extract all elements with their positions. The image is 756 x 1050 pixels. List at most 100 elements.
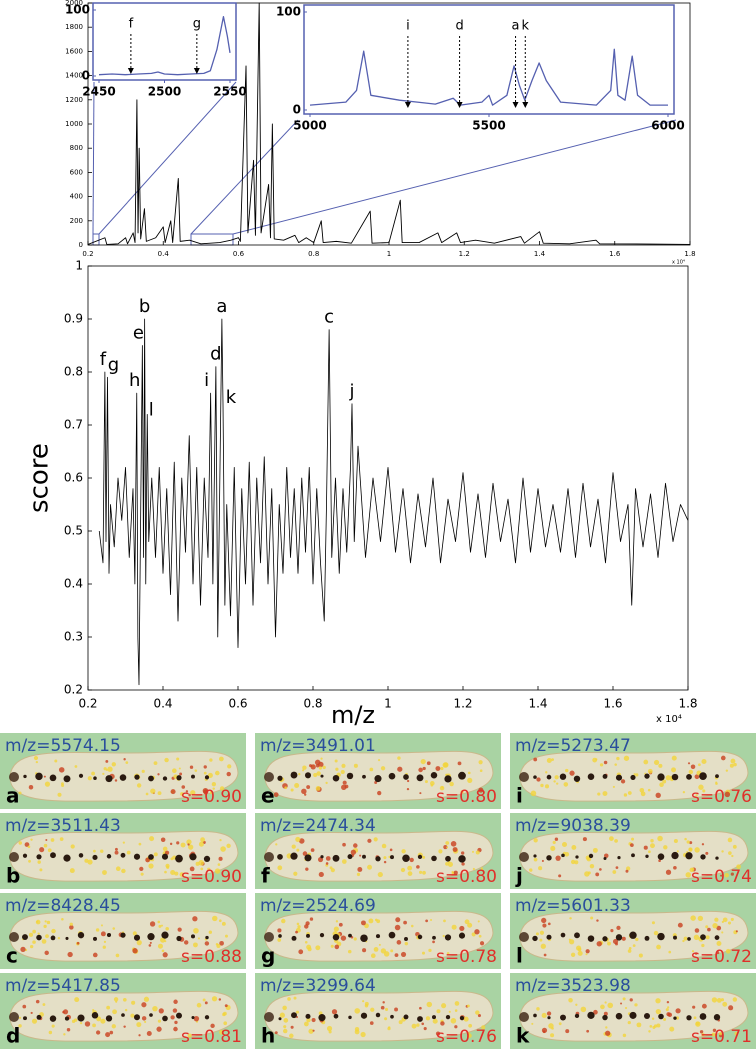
- speckle: [612, 785, 615, 788]
- speckle: [454, 1025, 458, 1029]
- x-scale-label: x 10⁴: [672, 260, 685, 266]
- speckle: [35, 760, 39, 764]
- speckle: [460, 851, 465, 855]
- speckle: [461, 862, 465, 866]
- speckle: [380, 766, 386, 771]
- dark-spot: [264, 1012, 274, 1022]
- image-tile: m/z=5417.85 d s=0.81: [0, 973, 246, 1049]
- dark-spot: [333, 1013, 339, 1019]
- dark-spot: [404, 936, 408, 941]
- speckle: [446, 952, 450, 955]
- speckle: [138, 1034, 141, 1037]
- image-letter: c: [6, 944, 18, 968]
- speckle: [342, 842, 346, 847]
- speckle: [383, 856, 387, 860]
- speckle: [296, 848, 300, 852]
- speckle: [209, 758, 213, 762]
- speckle: [400, 867, 406, 873]
- dark-spot: [49, 1015, 57, 1022]
- speckle: [725, 769, 729, 772]
- dark-spot: [560, 932, 566, 938]
- speckle: [69, 922, 73, 926]
- dark-spot: [176, 775, 182, 781]
- image-tile: m/z=3523.98 k s=0.71: [510, 973, 756, 1049]
- dark-spot: [191, 1016, 195, 1020]
- speckle: [468, 1023, 473, 1028]
- y-tick-label: 0.3: [64, 630, 83, 644]
- image-mz: m/z=9038.39: [515, 816, 631, 836]
- image-letter: f: [261, 864, 270, 888]
- speckle: [570, 859, 576, 865]
- speckle: [436, 1009, 441, 1014]
- speckle: [176, 757, 180, 761]
- speckle: [197, 937, 200, 940]
- speckle: [357, 867, 363, 872]
- speckle: [406, 779, 410, 783]
- dark-spot: [264, 772, 274, 782]
- speckle: [647, 788, 651, 792]
- speckle: [653, 930, 659, 936]
- y-tick-label: 0.4: [64, 577, 83, 591]
- annotation-label: d: [455, 19, 463, 34]
- speckle: [202, 787, 209, 794]
- dark-spot: [148, 854, 154, 860]
- dark-spot: [120, 852, 126, 858]
- speckle: [694, 847, 700, 853]
- dark-spot: [147, 933, 155, 941]
- speckle: [318, 766, 323, 770]
- speckle: [701, 843, 705, 846]
- dark-spot: [161, 853, 169, 860]
- speckle: [677, 922, 683, 928]
- speckle: [340, 769, 345, 775]
- speckle: [385, 1007, 389, 1011]
- speckle: [183, 940, 189, 945]
- speckle: [174, 871, 179, 876]
- speckle: [218, 756, 224, 762]
- speckle: [200, 837, 205, 843]
- image-mz: m/z=5574.15: [5, 736, 121, 756]
- speckle: [306, 1017, 311, 1023]
- speckle: [542, 1030, 546, 1034]
- speckle: [173, 1026, 178, 1032]
- speckle: [625, 869, 629, 873]
- dark-spot: [574, 1013, 580, 1019]
- dark-spot: [559, 773, 567, 780]
- speckle: [95, 1030, 101, 1035]
- speckle: [666, 1000, 670, 1004]
- speckle: [605, 1026, 608, 1029]
- speckle: [615, 942, 618, 946]
- speckle: [121, 868, 126, 874]
- image-tile: m/z=5601.33 l s=0.72: [510, 893, 756, 969]
- speckle: [705, 925, 709, 929]
- speckle: [649, 1025, 653, 1028]
- speckle: [208, 930, 213, 934]
- x-tick-label: 0.6: [228, 697, 247, 711]
- dark-spot: [36, 934, 42, 941]
- speckle: [551, 758, 554, 761]
- speckle: [390, 949, 394, 953]
- speckle: [325, 781, 328, 785]
- speckle: [475, 850, 480, 855]
- dark-spot: [645, 854, 649, 858]
- dark-spot: [402, 854, 410, 862]
- speckle: [422, 870, 426, 875]
- speckle: [43, 843, 48, 848]
- dark-spot: [278, 934, 282, 938]
- speckle: [141, 1016, 147, 1021]
- dark-spot: [375, 1012, 381, 1018]
- speckle: [31, 1018, 38, 1024]
- speckle: [647, 768, 653, 774]
- dark-spot: [644, 773, 650, 779]
- speckle: [356, 872, 361, 877]
- speckle: [550, 845, 556, 851]
- speckle: [562, 841, 567, 847]
- speckle: [650, 839, 654, 843]
- dark-spot: [133, 934, 141, 941]
- speckle: [595, 872, 600, 877]
- speckle: [43, 924, 47, 929]
- dark-spot: [176, 935, 182, 942]
- speckle: [302, 769, 305, 772]
- speckle: [387, 1027, 391, 1031]
- speckle: [136, 940, 142, 946]
- dark-spot: [119, 774, 127, 781]
